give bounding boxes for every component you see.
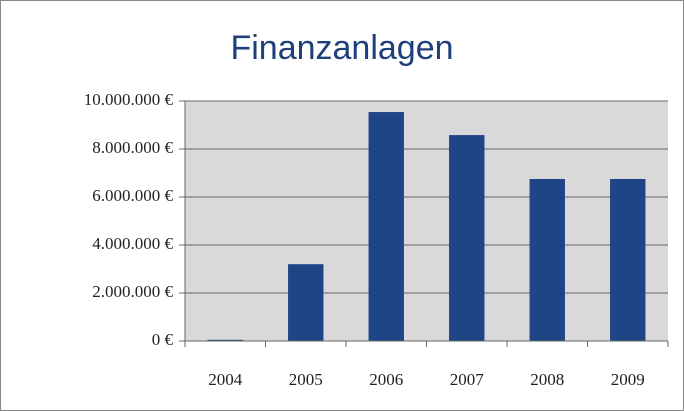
y-tick-label: 2.000.000 € (92, 282, 173, 301)
x-tick-label: 2008 (530, 370, 564, 389)
y-tick-label: 4.000.000 € (92, 234, 173, 253)
x-tick-label: 2004 (208, 370, 243, 389)
y-tick-label: 0 € (152, 330, 174, 349)
y-tick-label: 6.000.000 € (92, 186, 173, 205)
chart-title: Finanzanlagen (230, 29, 453, 67)
y-tick-label: 10.000.000 € (84, 90, 174, 109)
plot-area (185, 101, 668, 341)
y-tick-label: 8.000.000 € (92, 138, 173, 157)
x-tick-label: 2005 (289, 370, 323, 389)
x-tick-label: 2006 (369, 370, 403, 389)
x-tick-label: 2007 (450, 370, 485, 389)
bar (610, 179, 646, 341)
bar (207, 339, 243, 341)
x-tick-label: 2009 (611, 370, 645, 389)
bar (288, 264, 324, 341)
bar (368, 112, 404, 341)
bar (529, 179, 565, 341)
bar (449, 135, 485, 341)
